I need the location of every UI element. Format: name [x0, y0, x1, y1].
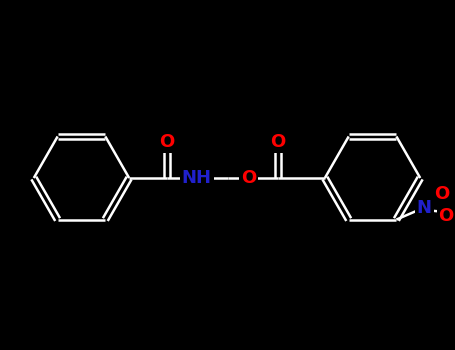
- Text: O: O: [241, 169, 256, 187]
- Text: NH: NH: [182, 169, 212, 187]
- Text: O: O: [435, 184, 450, 203]
- Text: O: O: [439, 206, 454, 225]
- Text: O: O: [159, 133, 175, 151]
- Text: O: O: [271, 133, 286, 151]
- Text: N: N: [417, 198, 432, 217]
